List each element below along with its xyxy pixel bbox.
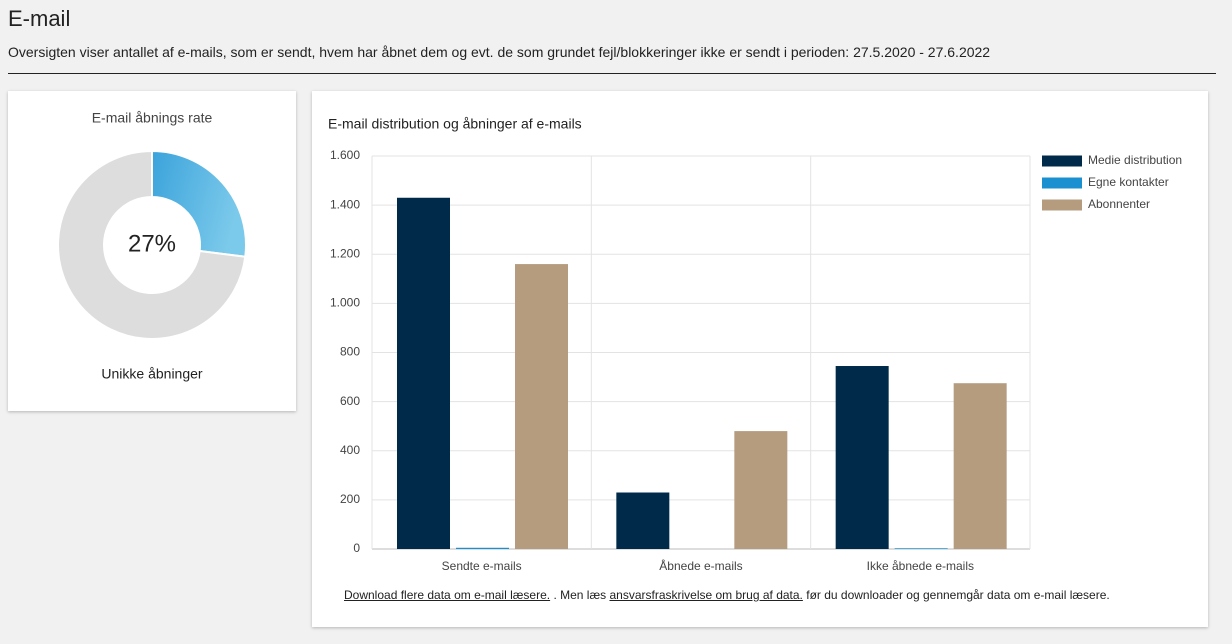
x-tick-label: Åbnede e-mails	[659, 558, 742, 573]
y-tick-label: 1.400	[330, 197, 360, 211]
bar	[734, 431, 788, 549]
page-subtitle: Oversigten viser antallet af e-mails, so…	[8, 44, 991, 60]
bar	[515, 264, 568, 549]
donut-caption: Unikke åbninger	[101, 366, 203, 382]
y-tick-label: 1.600	[330, 148, 360, 162]
bar-chart: E-mail distribution og åbninger af e-mai…	[328, 116, 1182, 573]
donut-chart: E-mail åbnings rate Unikke åbninger 27%	[57, 110, 247, 382]
donut-slice	[57, 149, 247, 340]
download-link[interactable]: Download flere data om e-mail læsere.	[344, 588, 551, 602]
note: Download flere data om e-mail læsere. . …	[344, 588, 1110, 602]
bar-title: E-mail distribution og åbninger af e-mai…	[328, 116, 582, 132]
legend-swatch	[1042, 177, 1082, 189]
y-tick-label: 400	[340, 443, 360, 457]
legend-label: Abonnenter	[1088, 197, 1150, 211]
y-tick-label: 1.000	[330, 296, 360, 310]
donut-card: E-mail åbnings rate Unikke åbninger 27%	[8, 91, 296, 411]
x-tick-label: Sendte e-mails	[442, 559, 522, 573]
note-text: . Men læs	[553, 588, 607, 602]
donut-center-label: 27%	[128, 230, 176, 257]
bar	[835, 366, 889, 549]
donut-title: E-mail åbnings rate	[92, 110, 213, 126]
divider	[8, 73, 1216, 74]
legend-label: Medie distribution	[1088, 153, 1182, 167]
page-title: E-mail	[8, 6, 71, 31]
y-tick-label: 1.200	[330, 246, 360, 260]
bar	[894, 548, 948, 549]
disclaimer-link[interactable]: ansvarsfraskrivelse om brug af data.	[609, 588, 803, 602]
bar	[616, 492, 670, 549]
note-text: før du downloader og gennemgår data om e…	[806, 588, 1110, 602]
legend-swatch	[1042, 155, 1082, 167]
y-tick-label: 800	[340, 345, 360, 359]
bar	[456, 547, 509, 549]
x-tick-label: Ikke åbnede e-mails	[867, 559, 974, 573]
donut-slice	[151, 149, 247, 258]
bar	[397, 197, 450, 549]
bar-card: E-mail distribution og åbninger af e-mai…	[312, 91, 1208, 627]
y-tick-label: 200	[340, 492, 360, 506]
y-tick-label: 600	[340, 394, 360, 408]
y-tick-label: 0	[353, 541, 360, 555]
legend-swatch	[1042, 199, 1082, 211]
bar	[953, 383, 1007, 549]
legend-label: Egne kontakter	[1088, 175, 1169, 189]
